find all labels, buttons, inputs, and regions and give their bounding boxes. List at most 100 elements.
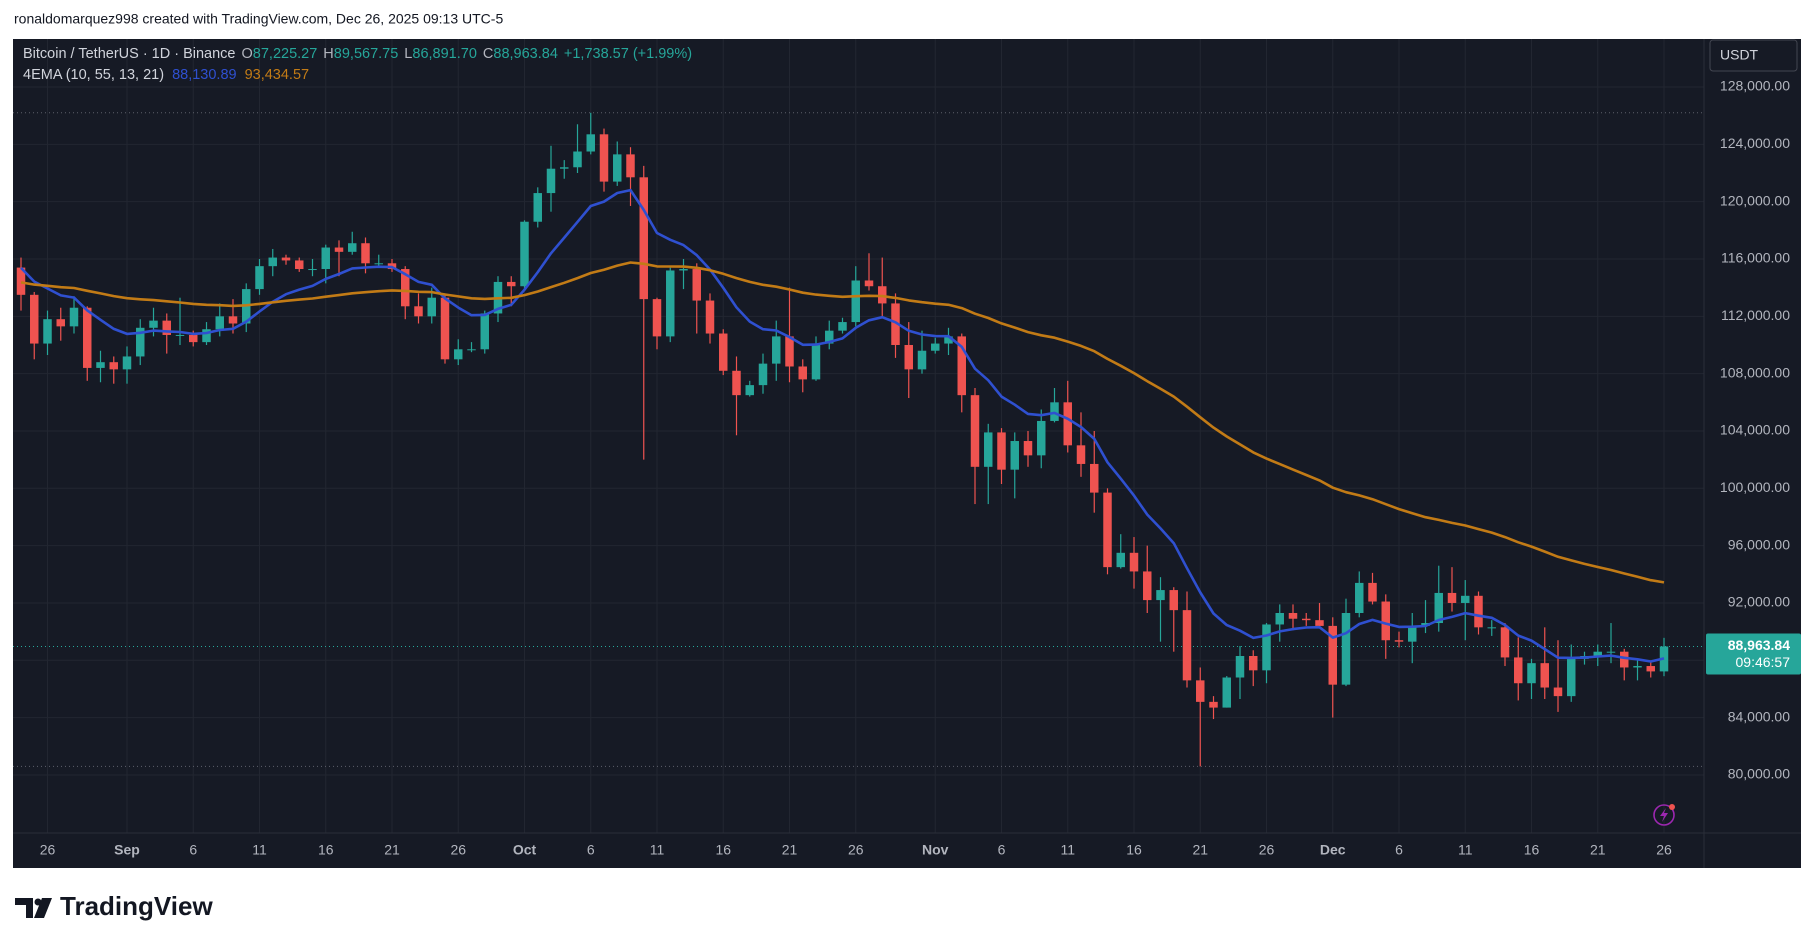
candle-body xyxy=(970,395,980,467)
candle-body xyxy=(1368,582,1377,602)
y-tick-label: 80,000.00 xyxy=(1728,766,1790,782)
brand-name: TradingView xyxy=(60,891,213,921)
candle-body xyxy=(944,336,953,344)
candle-body xyxy=(1129,552,1139,572)
x-tick-label: 16 xyxy=(318,842,334,858)
candle-body xyxy=(851,280,860,323)
candle-body xyxy=(480,313,489,350)
x-tick-label: 16 xyxy=(715,842,731,858)
candle-body xyxy=(1315,620,1324,626)
candle-body xyxy=(16,267,26,295)
candle-body xyxy=(1235,655,1245,678)
candle-body xyxy=(1567,658,1576,697)
alert-icon-dot xyxy=(1669,804,1675,810)
x-tick-label: 6 xyxy=(1395,842,1403,858)
candle-body xyxy=(560,167,569,169)
y-tick-label: 116,000.00 xyxy=(1721,250,1790,266)
candle-body xyxy=(586,134,595,152)
candle-body xyxy=(1222,677,1231,708)
candle-body xyxy=(1169,590,1178,611)
candle-body xyxy=(1249,655,1258,671)
candle-body xyxy=(149,320,158,328)
alert-icon[interactable] xyxy=(1653,804,1675,826)
candle-body xyxy=(1037,420,1046,456)
axes: 80,000.0084,000.0088,000.0092,000.0096,0… xyxy=(40,78,1801,858)
grid xyxy=(13,39,1704,833)
candle-body xyxy=(361,243,370,264)
brand-logo: TradingView xyxy=(15,891,213,921)
candle-body xyxy=(122,356,132,370)
logo-mark-left xyxy=(15,898,33,918)
candle-body xyxy=(772,336,781,364)
candle-body xyxy=(295,260,304,270)
y-tick-label: 108,000.00 xyxy=(1720,364,1790,380)
x-tick-label: 6 xyxy=(998,842,1006,858)
candle-body xyxy=(917,350,927,370)
candle-body xyxy=(705,300,715,334)
candle-body xyxy=(599,134,609,182)
candle-body xyxy=(1116,552,1125,568)
candle-body xyxy=(1527,663,1536,684)
ohlc-key: L xyxy=(404,46,412,62)
y-tick-label: 100,000.00 xyxy=(1720,479,1790,495)
x-tick-label: 21 xyxy=(1590,842,1606,858)
candle-body xyxy=(546,168,556,194)
candle-body xyxy=(374,263,383,265)
candle-body xyxy=(811,343,821,380)
ohlc-value: 87,225.27 xyxy=(253,46,318,62)
candle-body xyxy=(1381,601,1390,641)
legend-symbol-line: Bitcoin / TetherUS · 1D · Binance O87,225… xyxy=(23,46,692,62)
candle-body xyxy=(427,297,436,317)
candle-body xyxy=(931,343,940,351)
candle-body xyxy=(1023,441,1033,456)
candle-body xyxy=(1553,687,1563,697)
ohlc-key: C xyxy=(483,46,493,62)
candle-body xyxy=(1182,610,1192,681)
candle-body xyxy=(652,299,662,337)
candle-body xyxy=(1447,592,1457,603)
candle-body xyxy=(864,280,874,287)
candle-body xyxy=(1156,590,1165,601)
candle-body xyxy=(30,294,39,344)
x-tick-label: 21 xyxy=(1192,842,1208,858)
candle-body xyxy=(745,385,754,396)
candle-body xyxy=(1487,627,1496,629)
candle-body xyxy=(520,221,529,287)
candle-body xyxy=(348,243,357,252)
chart-panel xyxy=(13,39,1801,868)
candle-body xyxy=(1209,701,1218,708)
candle-body xyxy=(1394,640,1404,642)
indicator-name[interactable]: 4EMA (10, 55, 13, 21) xyxy=(23,67,164,83)
candle-body xyxy=(1341,613,1351,685)
candle-body xyxy=(825,330,834,344)
candle-body xyxy=(758,363,768,386)
x-tick-label: 26 xyxy=(40,842,56,858)
candle-body xyxy=(43,319,52,344)
candle-body xyxy=(1606,651,1616,653)
price-tag-price: 88,963.84 xyxy=(1728,637,1790,653)
candle-body xyxy=(440,297,450,360)
candle-body xyxy=(1090,463,1099,493)
candle-body xyxy=(1302,618,1311,621)
candle-body xyxy=(1328,625,1337,685)
ema-line xyxy=(20,188,1665,663)
y-tick-label: 104,000.00 xyxy=(1720,422,1790,438)
candle-body xyxy=(162,320,171,335)
candle-body xyxy=(454,349,463,360)
indicator-value: 88,130.89 xyxy=(172,67,237,83)
candle-body xyxy=(785,336,794,367)
x-tick-label: 16 xyxy=(1524,842,1540,858)
candle-body xyxy=(1500,627,1510,658)
ohlc-value: 88,963.84 xyxy=(493,46,558,62)
candle-body xyxy=(613,154,622,182)
ohlc-value: 86,891.70 xyxy=(412,46,477,62)
candle-body xyxy=(1646,666,1655,672)
symbol[interactable]: Bitcoin / TetherUS · 1D · Binance xyxy=(23,46,236,62)
currency-box[interactable] xyxy=(1709,39,1798,72)
candle-body xyxy=(1288,613,1298,619)
price-change: +1,738.57 (+1.99%) xyxy=(564,46,692,62)
candle-body xyxy=(1196,680,1205,702)
y-tick-label: 96,000.00 xyxy=(1728,536,1790,552)
